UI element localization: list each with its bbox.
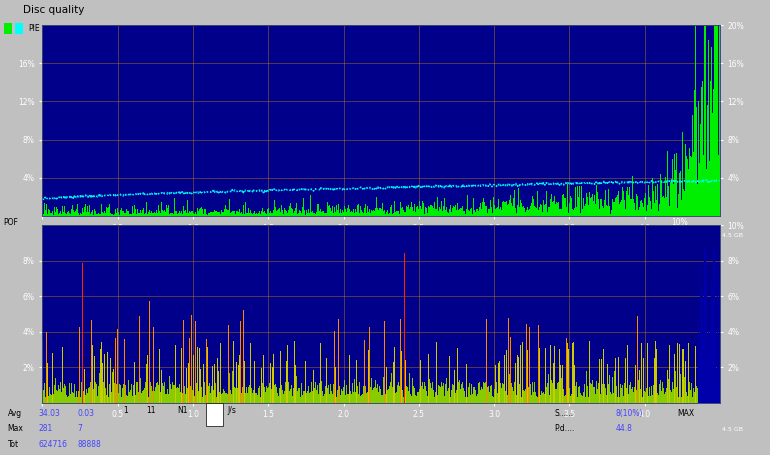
Text: S......: S...... bbox=[554, 409, 574, 418]
Text: 7: 7 bbox=[77, 425, 82, 433]
Text: Max: Max bbox=[8, 425, 24, 433]
Text: 11: 11 bbox=[146, 406, 156, 415]
Text: PIE: PIE bbox=[28, 24, 39, 33]
Text: 88888: 88888 bbox=[77, 440, 101, 449]
Text: 4.5 GB: 4.5 GB bbox=[722, 427, 743, 432]
Text: N1: N1 bbox=[177, 406, 188, 415]
Text: Tot: Tot bbox=[8, 440, 18, 449]
Bar bbox=[206, 403, 223, 426]
Text: MAX: MAX bbox=[678, 409, 695, 418]
Text: 34.03: 34.03 bbox=[38, 409, 60, 418]
Text: 8(10%): 8(10%) bbox=[616, 409, 644, 418]
Text: Avg: Avg bbox=[8, 409, 22, 418]
Text: 624716: 624716 bbox=[38, 440, 68, 449]
Text: 10%: 10% bbox=[671, 218, 688, 228]
Text: POF: POF bbox=[4, 218, 18, 228]
Text: 4.5 GB: 4.5 GB bbox=[722, 233, 743, 238]
Text: 1: 1 bbox=[123, 406, 128, 415]
Bar bbox=[15, 23, 23, 34]
Text: 0.03: 0.03 bbox=[77, 409, 94, 418]
Text: Disc quality: Disc quality bbox=[23, 5, 85, 15]
Bar bbox=[4, 23, 12, 34]
Text: P.d....: P.d.... bbox=[554, 425, 574, 433]
Text: 44.8: 44.8 bbox=[616, 425, 633, 433]
Text: 281: 281 bbox=[38, 425, 53, 433]
Text: J/s: J/s bbox=[227, 406, 236, 415]
